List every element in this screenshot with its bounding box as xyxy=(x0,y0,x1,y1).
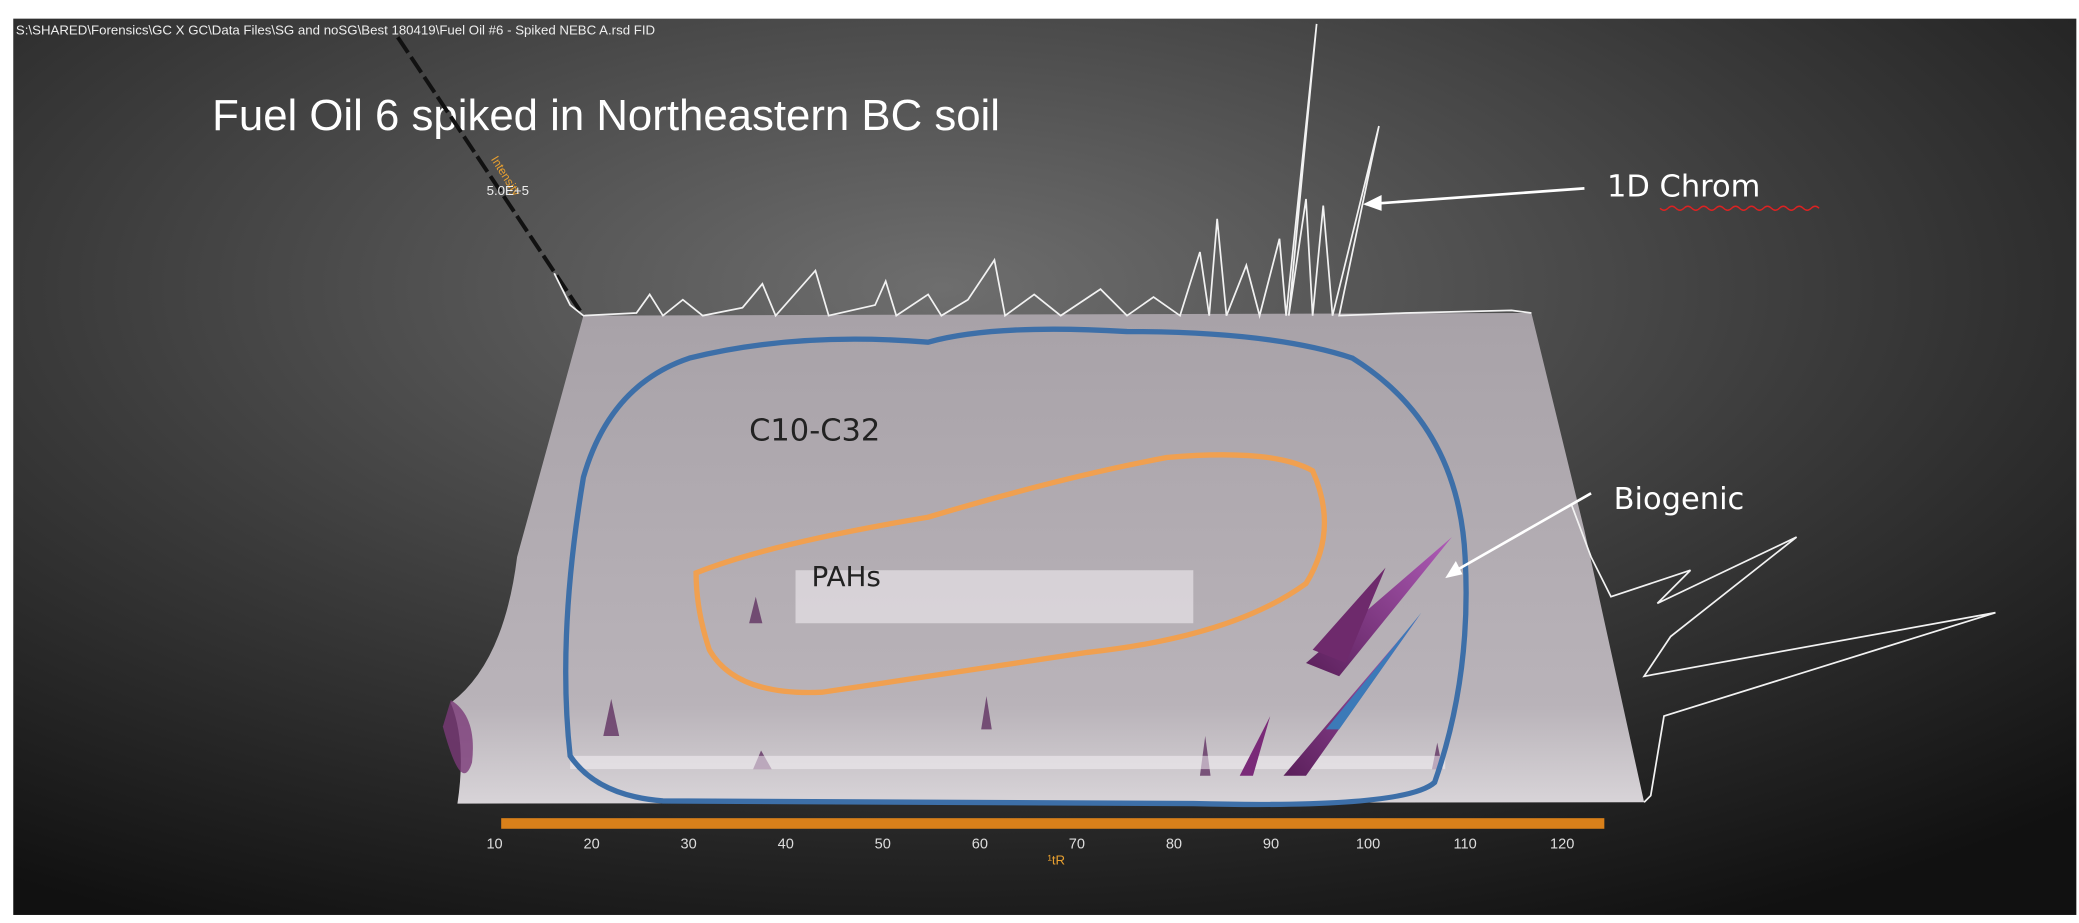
chrom-annotation: 1D Chrom xyxy=(1607,169,1760,204)
chromatogram-1d xyxy=(553,23,1532,320)
arrow-head xyxy=(1363,194,1382,211)
z-max-label: 5.0E+5 xyxy=(487,183,529,198)
x-tick-label: 20 xyxy=(584,837,600,853)
file-path: S:\SHARED\Forensics\GC X GC\Data Files\S… xyxy=(16,23,655,38)
x-tick-label: 40 xyxy=(778,837,794,853)
arrow xyxy=(1365,187,1585,206)
x-tick-label: 90 xyxy=(1263,837,1279,853)
x-tick-label: 60 xyxy=(972,837,988,853)
arrow xyxy=(1451,492,1592,575)
title: Fuel Oil 6 spiked in Northeastern BC soi… xyxy=(212,91,1000,140)
x-ticks: 10 20 30 40 50 60 70 80 90 100 110 120 xyxy=(486,837,1574,853)
arrow-head xyxy=(1445,560,1463,579)
pah-contour xyxy=(693,452,1328,696)
surface-peak xyxy=(442,700,473,774)
x-axis-bar xyxy=(501,818,1605,829)
chromatogram-2d-projection xyxy=(1570,503,1996,803)
x-tick-label: 10 xyxy=(486,837,502,853)
c10-c32-contour xyxy=(563,326,1469,808)
x-tick-label: 100 xyxy=(1356,837,1380,853)
x-tick-label: 110 xyxy=(1453,837,1476,853)
x-axis-label: ¹tR xyxy=(1047,853,1065,868)
x-tick-label: 120 xyxy=(1550,837,1574,853)
range-annotation: C10-C32 xyxy=(749,413,880,448)
x-tick-label: 80 xyxy=(1166,837,1182,853)
surface-ridges xyxy=(570,570,1446,770)
x-tick-label: 70 xyxy=(1069,837,1085,853)
x-tick-label: 30 xyxy=(681,837,697,853)
pah-annotation: PAHs xyxy=(811,560,880,593)
biogenic-peaks xyxy=(1239,537,1452,776)
spellcheck-underline xyxy=(1659,205,1820,211)
x-tick-label: 50 xyxy=(875,837,891,853)
z-axis xyxy=(396,36,586,317)
biogenic-annotation: Biogenic xyxy=(1614,482,1745,517)
